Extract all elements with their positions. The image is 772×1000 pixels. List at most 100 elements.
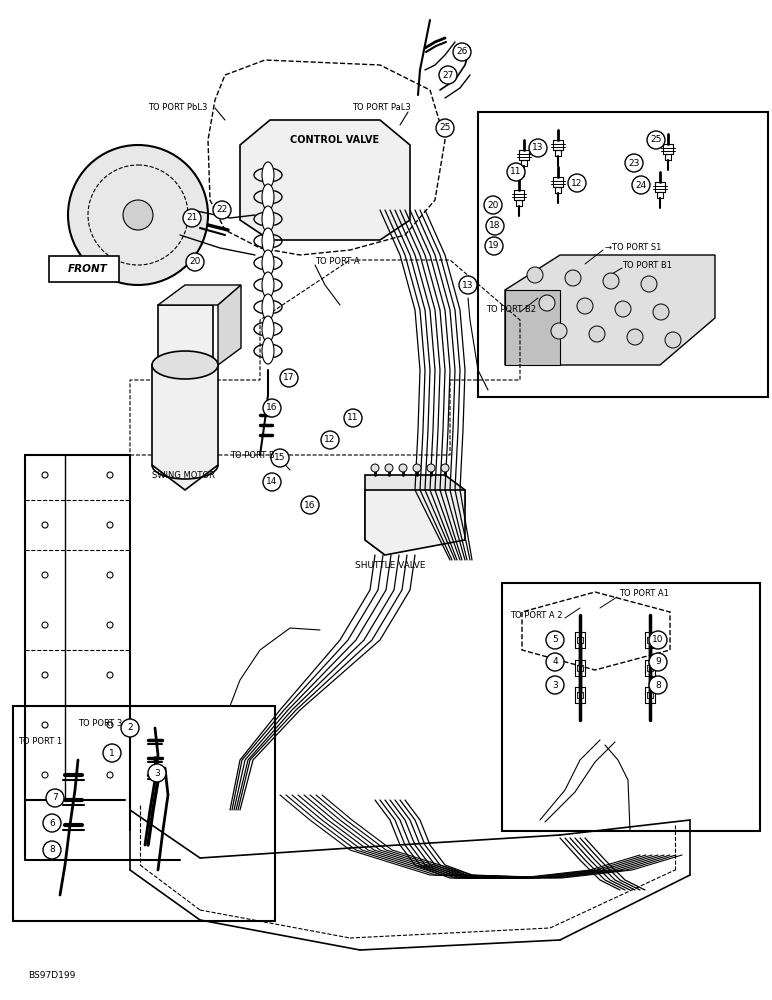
Circle shape <box>107 522 113 528</box>
Polygon shape <box>365 490 465 555</box>
Circle shape <box>183 209 201 227</box>
Circle shape <box>123 200 153 230</box>
Text: 12: 12 <box>324 436 336 444</box>
Circle shape <box>186 253 204 271</box>
Circle shape <box>649 653 667 671</box>
Ellipse shape <box>262 162 274 188</box>
Circle shape <box>107 472 113 478</box>
Text: 3: 3 <box>552 680 558 690</box>
Text: SHUTTLE VALVE: SHUTTLE VALVE <box>355 560 425 570</box>
Text: 20: 20 <box>487 200 499 210</box>
Polygon shape <box>158 285 241 305</box>
Circle shape <box>627 329 643 345</box>
Circle shape <box>577 298 593 314</box>
Text: 19: 19 <box>488 241 499 250</box>
Polygon shape <box>152 365 218 490</box>
FancyBboxPatch shape <box>49 256 119 282</box>
Text: TO PORT B2: TO PORT B2 <box>486 306 536 314</box>
Text: 27: 27 <box>442 70 454 80</box>
Circle shape <box>665 332 681 348</box>
Text: TO PORT PaL3: TO PORT PaL3 <box>352 104 411 112</box>
Circle shape <box>213 201 231 219</box>
Text: 16: 16 <box>266 403 278 412</box>
Polygon shape <box>505 255 715 365</box>
Polygon shape <box>365 490 385 555</box>
Circle shape <box>68 145 208 285</box>
Circle shape <box>121 719 139 737</box>
Text: 22: 22 <box>216 206 228 215</box>
Circle shape <box>507 163 525 181</box>
Polygon shape <box>218 285 241 365</box>
Circle shape <box>486 217 504 235</box>
Circle shape <box>539 295 555 311</box>
Circle shape <box>439 66 457 84</box>
Text: TO PORT B1: TO PORT B1 <box>622 260 672 269</box>
Text: 21: 21 <box>186 214 198 223</box>
Circle shape <box>344 409 362 427</box>
Circle shape <box>413 464 421 472</box>
Circle shape <box>453 43 471 61</box>
Text: TO PORT A1: TO PORT A1 <box>619 588 669 597</box>
Text: 20: 20 <box>189 257 201 266</box>
Circle shape <box>385 464 393 472</box>
Text: 6: 6 <box>49 818 55 828</box>
Ellipse shape <box>262 206 274 232</box>
Text: TO PORT B: TO PORT B <box>230 450 275 460</box>
Circle shape <box>321 431 339 449</box>
Circle shape <box>653 304 669 320</box>
Ellipse shape <box>262 184 274 210</box>
Text: TO PORT 3: TO PORT 3 <box>78 718 122 728</box>
Text: 8: 8 <box>49 846 55 854</box>
Circle shape <box>301 496 319 514</box>
Text: 15: 15 <box>274 454 286 462</box>
Circle shape <box>42 672 48 678</box>
Circle shape <box>263 399 281 417</box>
Text: 1: 1 <box>109 748 115 758</box>
Circle shape <box>263 473 281 491</box>
Circle shape <box>271 449 289 467</box>
Text: 8: 8 <box>655 680 661 690</box>
Text: 13: 13 <box>462 280 474 290</box>
Ellipse shape <box>262 294 274 320</box>
Circle shape <box>647 131 665 149</box>
Circle shape <box>485 237 503 255</box>
Circle shape <box>42 522 48 528</box>
Circle shape <box>546 631 564 649</box>
Circle shape <box>42 722 48 728</box>
Circle shape <box>107 672 113 678</box>
Circle shape <box>107 772 113 778</box>
Ellipse shape <box>262 316 274 342</box>
Text: 11: 11 <box>347 414 359 422</box>
Circle shape <box>603 273 619 289</box>
Circle shape <box>527 267 543 283</box>
Text: 12: 12 <box>571 178 583 188</box>
Circle shape <box>42 572 48 578</box>
Text: 11: 11 <box>510 167 522 176</box>
Circle shape <box>551 323 567 339</box>
Ellipse shape <box>262 272 274 298</box>
Text: CONTROL VALVE: CONTROL VALVE <box>290 135 379 145</box>
Text: 24: 24 <box>635 180 647 190</box>
Circle shape <box>568 174 586 192</box>
Circle shape <box>371 464 379 472</box>
Circle shape <box>649 631 667 649</box>
Circle shape <box>43 841 61 859</box>
Text: TO PORT A 2: TO PORT A 2 <box>510 611 563 620</box>
Ellipse shape <box>152 351 218 379</box>
Circle shape <box>459 276 477 294</box>
Circle shape <box>589 326 605 342</box>
Text: SWING MOTOR: SWING MOTOR <box>152 471 215 480</box>
Text: 25: 25 <box>650 135 662 144</box>
Circle shape <box>46 789 64 807</box>
Text: 3: 3 <box>154 768 160 778</box>
Text: 10: 10 <box>652 636 664 645</box>
Bar <box>158 305 213 367</box>
Circle shape <box>148 764 166 782</box>
Circle shape <box>42 622 48 628</box>
Text: →TO PORT S1: →TO PORT S1 <box>605 243 662 252</box>
Circle shape <box>43 814 61 832</box>
Circle shape <box>641 276 657 292</box>
Circle shape <box>484 196 502 214</box>
Text: 2: 2 <box>127 724 133 732</box>
Ellipse shape <box>262 250 274 276</box>
